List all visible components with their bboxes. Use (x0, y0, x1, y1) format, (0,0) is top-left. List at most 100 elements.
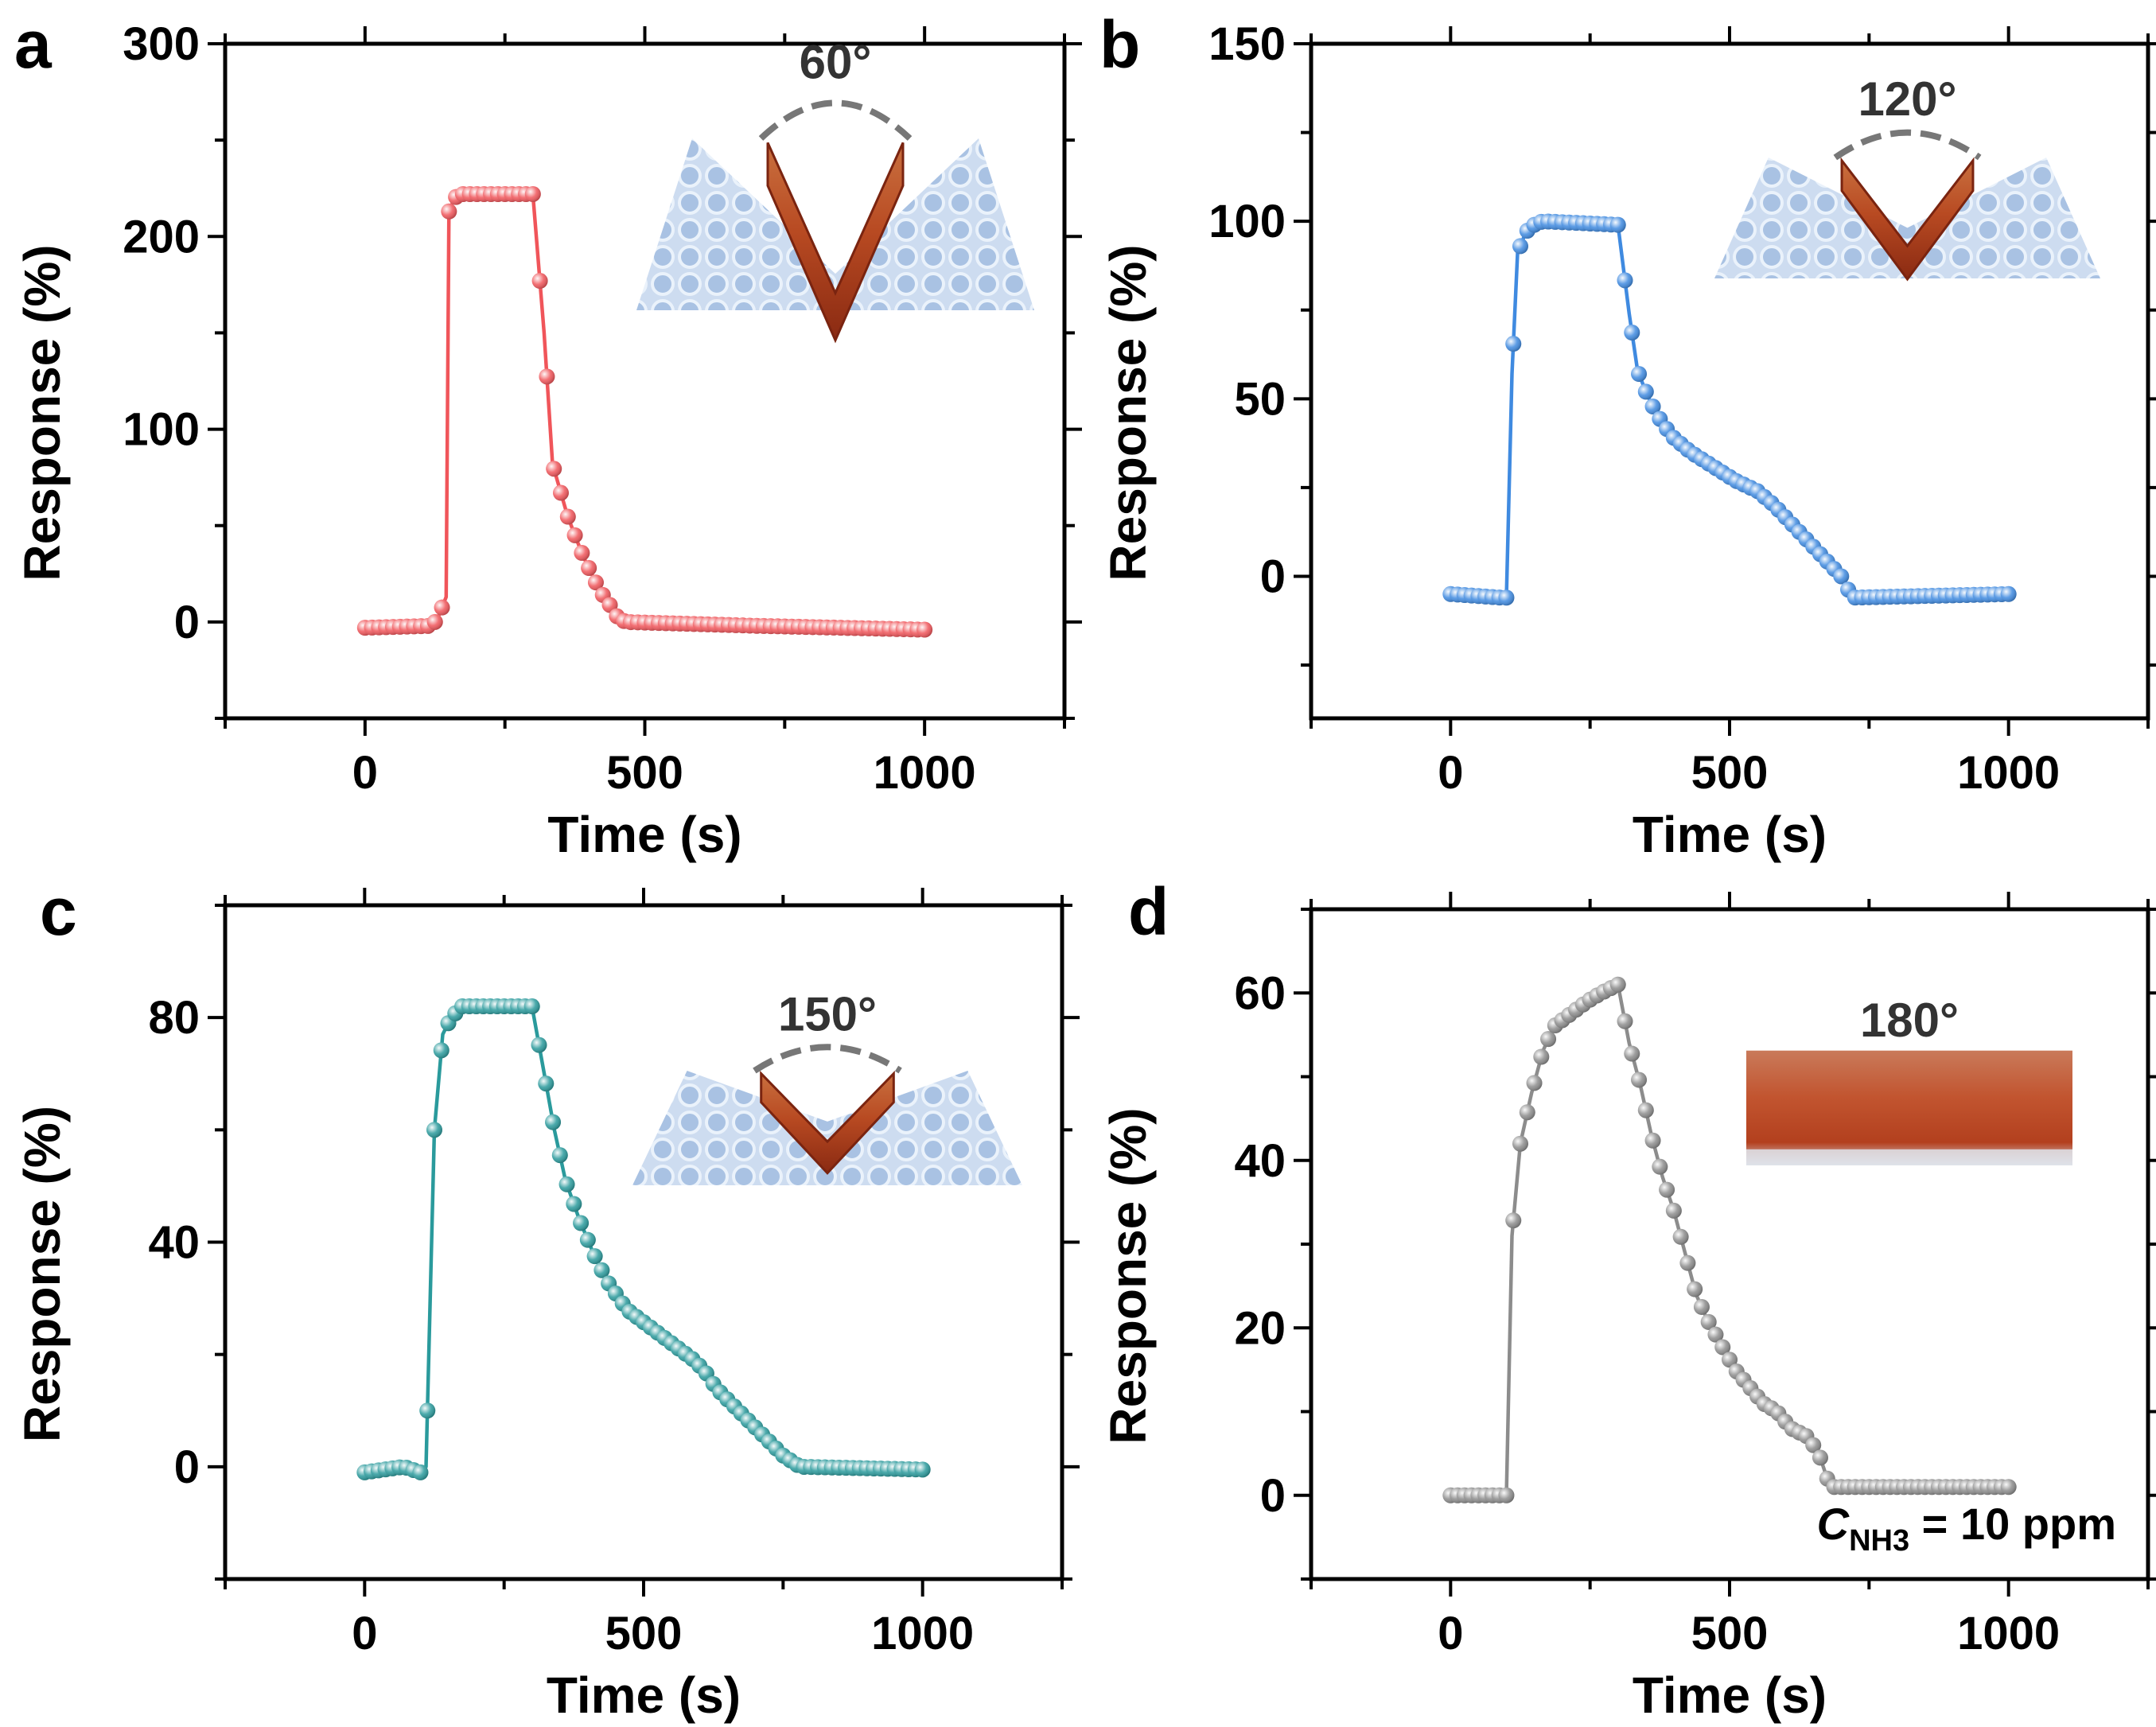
data-point (1687, 1281, 1703, 1297)
data-point (1512, 238, 1528, 255)
data-point-highlight (559, 508, 576, 525)
data-point-highlight (1672, 1228, 1689, 1245)
data-point-highlight (546, 461, 562, 477)
inset-photo-b: 120° (1714, 72, 2100, 282)
annotation-subscript: NH3 (1849, 1524, 1909, 1558)
data-point (1617, 272, 1633, 289)
data-point (539, 368, 555, 385)
x-tick-label: 1000 (1957, 747, 2060, 799)
x-tick-label: 500 (605, 1608, 683, 1659)
data-point-highlight (1540, 1031, 1557, 1048)
angle-arc (753, 1044, 902, 1074)
data-point-highlight (574, 545, 590, 562)
data-point (581, 560, 597, 577)
x-tick-label: 500 (1691, 747, 1769, 799)
data-point-highlight (1700, 1313, 1717, 1330)
data-point (1693, 1298, 1710, 1315)
data-point (1609, 216, 1626, 233)
data-point (1624, 325, 1640, 341)
data-point-highlight (1714, 1339, 1731, 1356)
data-point (566, 1196, 582, 1212)
y-tick-label: 50 (1234, 373, 1286, 425)
y-tick-label: 40 (1234, 1135, 1286, 1187)
data-point-highlight (579, 1231, 596, 1248)
concentration-annotation: CNH3 = 10 ppm (1817, 1499, 2116, 1558)
inset-photo-a: 60° (636, 35, 1034, 344)
x-axis-title: Time (s) (1633, 1667, 1827, 1724)
y-tick-label: 300 (123, 18, 200, 70)
y-tick-label: 0 (1260, 550, 1286, 602)
data-point-highlight (1687, 1281, 1703, 1297)
x-tick-label: 1000 (1957, 1608, 2060, 1659)
data-point-highlight (1679, 1254, 1696, 1271)
y-axis-title: Response (%) (1099, 244, 1157, 581)
data-point (1665, 1202, 1682, 1219)
panel-label: b (1099, 7, 1140, 82)
data-point (558, 1176, 575, 1192)
data-point (587, 574, 604, 591)
y-tick-label: 0 (174, 597, 200, 648)
data-point-highlight (538, 1075, 555, 1092)
data-point (579, 1231, 596, 1248)
data-point-highlight (539, 368, 555, 385)
data-point-highlight (1637, 383, 1654, 400)
panel-label: a (14, 7, 53, 82)
data-point-highlight (916, 621, 933, 638)
data-point-highlight (412, 1464, 429, 1480)
panel-a: a 0 500 1000 0 100 200 300 Time (s) Response (%) 6… (14, 7, 1082, 863)
data-point (1526, 1075, 1543, 1091)
x-axis-title: Time (s) (1633, 806, 1827, 863)
data-point (433, 1042, 449, 1059)
data-point (1624, 1045, 1640, 1062)
data-point (1722, 1352, 1738, 1368)
data-point-highlight (1498, 589, 1515, 606)
data-point-highlight (1617, 272, 1633, 289)
inset-photo-c: 150° (632, 988, 1022, 1185)
x-tick-label: 0 (352, 747, 378, 799)
angle-label: 120° (1858, 72, 1956, 126)
x-axis-title: Time (s) (547, 806, 741, 863)
data-point (434, 599, 450, 616)
data-point-highlight (1659, 1181, 1675, 1198)
data-point-highlight (1665, 1202, 1682, 1219)
y-tick-label: 20 (1234, 1302, 1286, 1354)
data-point (1707, 1326, 1724, 1343)
data-point (914, 1461, 931, 1478)
data-point-highlight (531, 273, 548, 290)
data-point-highlight (587, 574, 604, 591)
data-point (553, 484, 569, 501)
data-point-highlight (531, 1037, 547, 1053)
data-point-highlight (1631, 366, 1648, 383)
data-point (441, 203, 457, 220)
data-point (916, 621, 933, 638)
data-point-highlight (1644, 1132, 1661, 1149)
data-point (1631, 1072, 1648, 1088)
data-point (1540, 1031, 1557, 1048)
data-point (1505, 336, 1522, 352)
data-point (412, 1464, 429, 1480)
data-point-highlight (1505, 336, 1522, 352)
data-point-highlight (1512, 238, 1528, 255)
y-tick-label: 80 (148, 992, 200, 1044)
data-point-highlight (914, 1461, 931, 1478)
plot-frame (1309, 41, 2150, 721)
data-point (1533, 1048, 1550, 1065)
data-point-highlight (1617, 1013, 1633, 1029)
gel-sensor (1746, 1050, 2072, 1165)
x-tick-label: 1000 (871, 1608, 974, 1659)
data-point (1805, 1437, 1822, 1453)
angle-label: 150° (778, 988, 877, 1041)
data-point (1714, 1339, 1731, 1356)
data-point-highlight (426, 1122, 442, 1138)
gel-sensor (1840, 157, 1975, 282)
data-point (1812, 1449, 1828, 1466)
data-point-highlight (441, 203, 457, 220)
data-point (551, 1147, 568, 1164)
data-point-highlight (1644, 398, 1661, 414)
data-point (546, 461, 562, 477)
data-point-highlight (434, 599, 450, 616)
data-point-highlight (545, 1114, 562, 1130)
data-point-highlight (1805, 1437, 1822, 1453)
data-point-highlight (1519, 1104, 1535, 1121)
